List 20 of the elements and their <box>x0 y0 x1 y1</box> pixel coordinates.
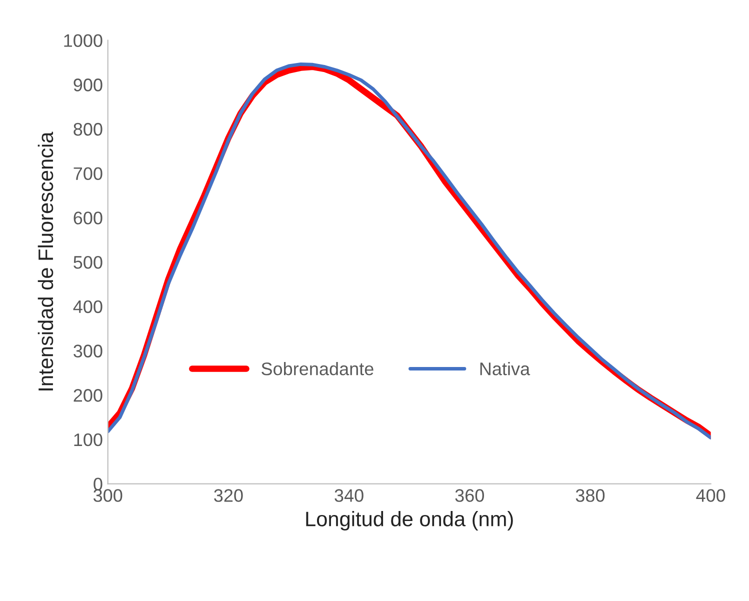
legend-label: Sobrenadante <box>262 362 374 376</box>
y-tick-label: 300 <box>74 344 102 358</box>
x-tick-label: 360 <box>455 489 484 502</box>
y-tick-label: 500 <box>74 256 102 269</box>
x-tick-label: 340 <box>334 489 364 502</box>
x-axis-title: Longitud de onda (nm) <box>306 511 513 530</box>
x-tick-label: 380 <box>576 489 605 502</box>
legend-label: Nativa <box>480 362 530 376</box>
y-tick-label: 1000 <box>64 34 102 47</box>
y-tick-label: 200 <box>74 389 102 402</box>
x-tick-label: 320 <box>214 489 243 502</box>
y-tick-label: 100 <box>74 433 102 446</box>
y-tick-label: 700 <box>74 167 102 180</box>
y-tick-label: 600 <box>74 212 102 224</box>
y-tick-label: 800 <box>74 122 102 136</box>
x-tick-label: 400 <box>696 489 726 502</box>
x-tick-label: 300 <box>93 489 122 502</box>
y-tick-label: 900 <box>74 78 102 92</box>
y-tick-label: 400 <box>73 300 102 314</box>
y-axis-title: Intensidad de Fluorescencia <box>38 132 54 390</box>
